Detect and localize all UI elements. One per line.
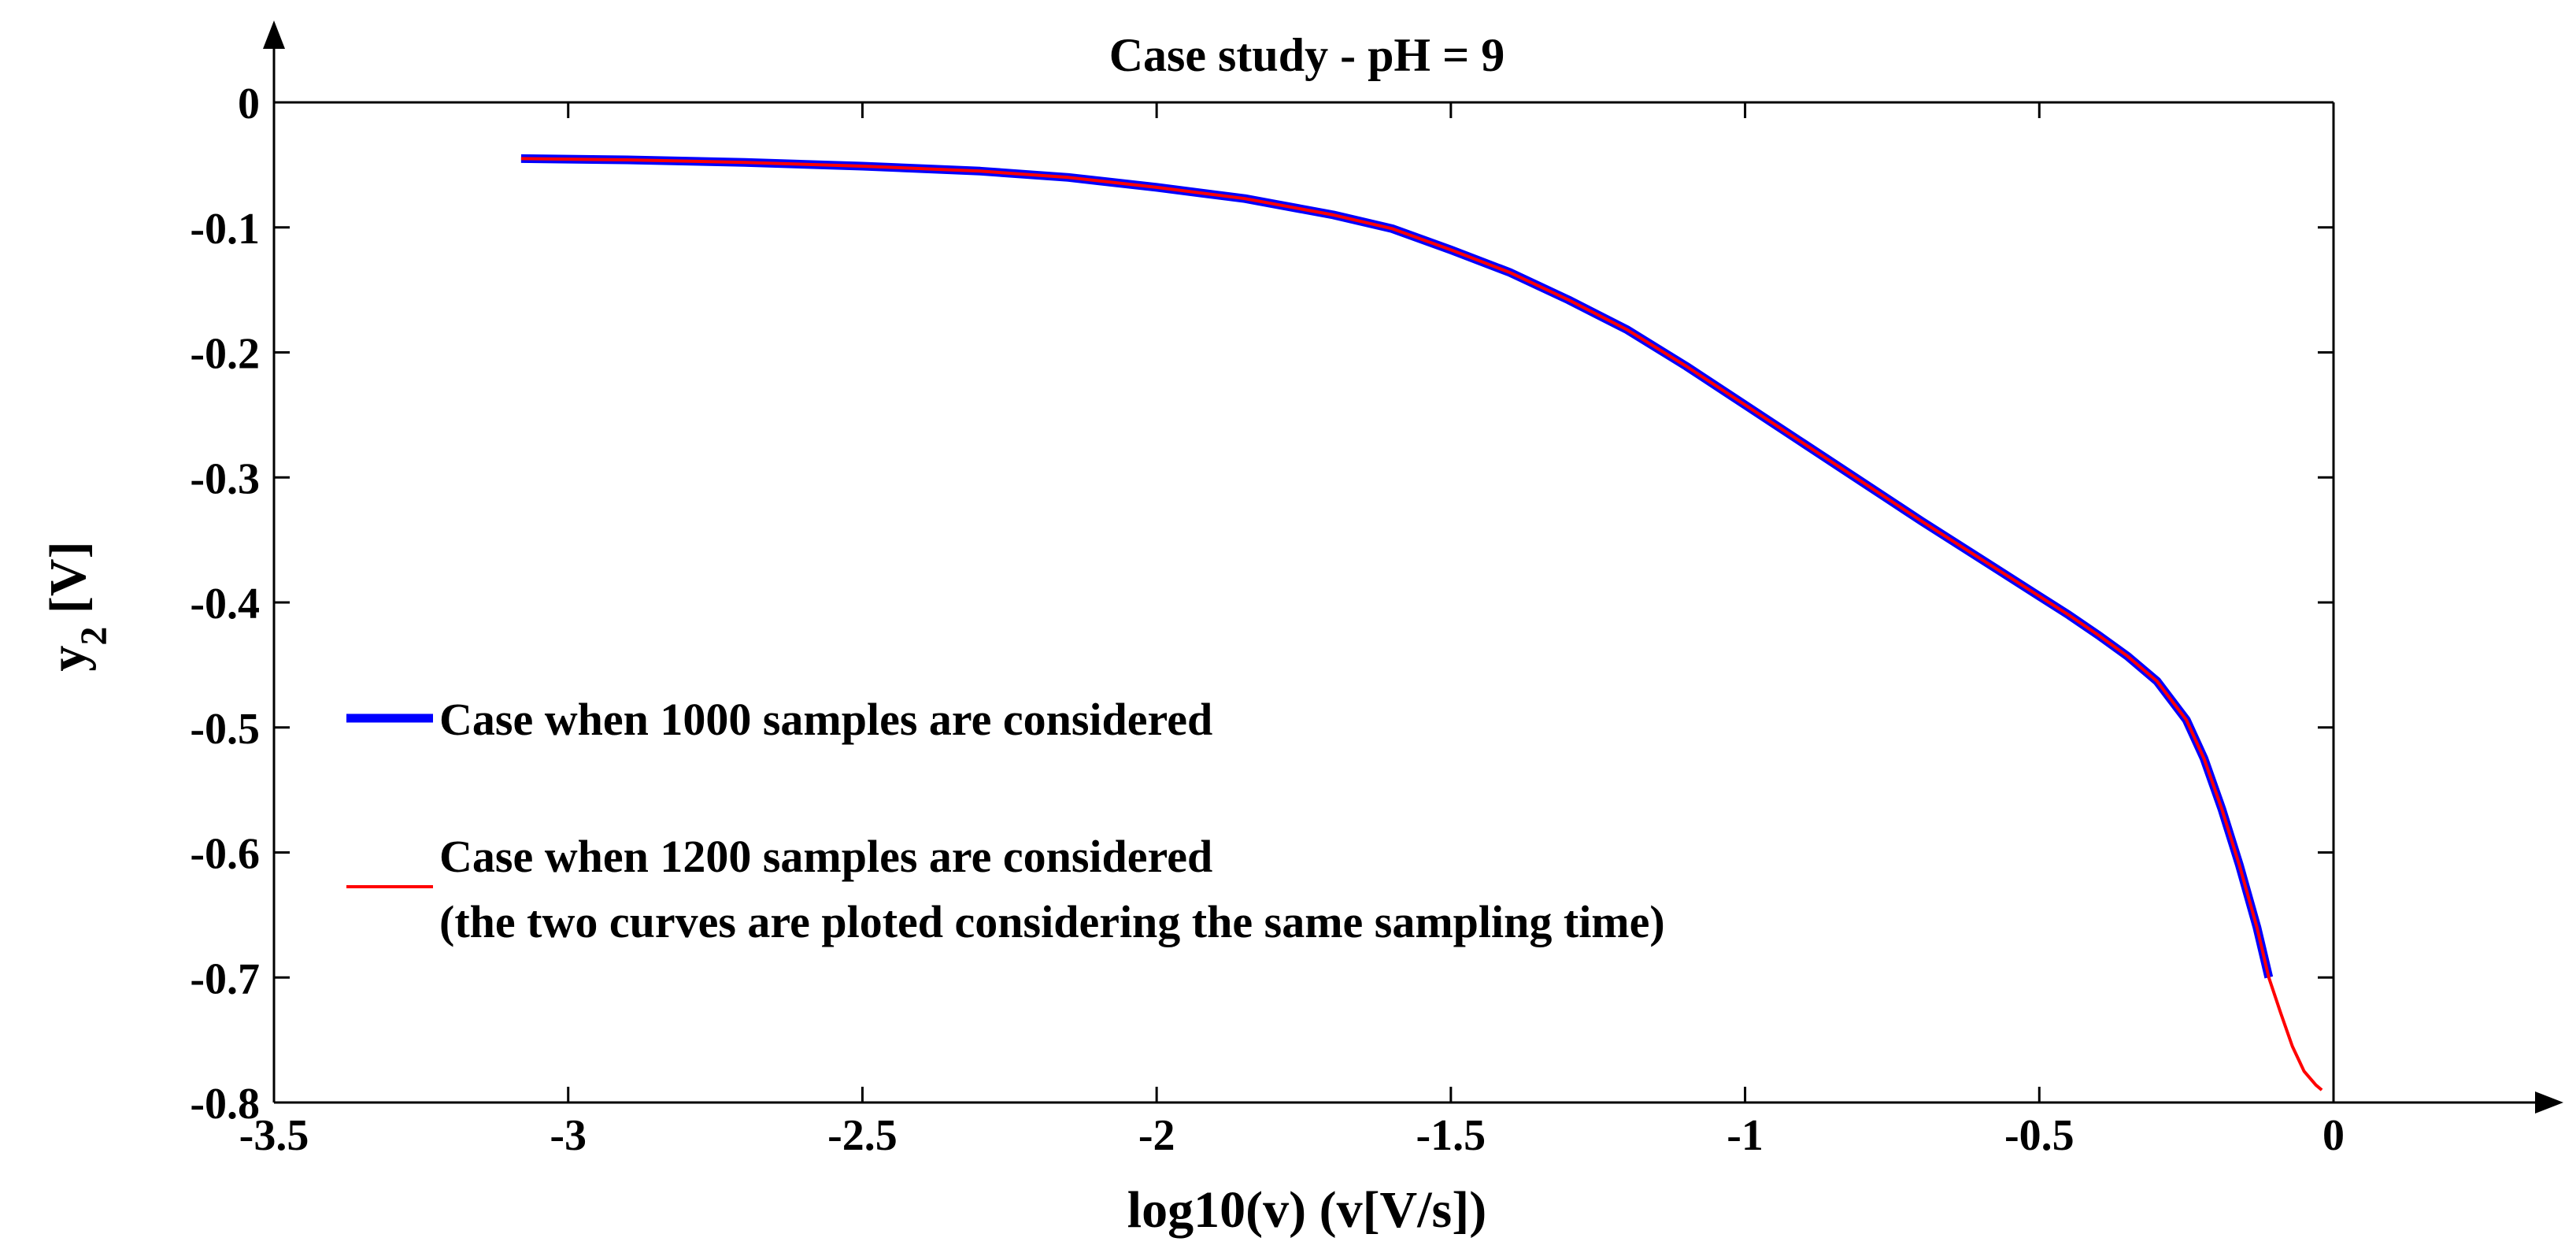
legend-label-1200-samples: Case when 1200 samples are considered <box>439 831 1212 882</box>
ticks-group: -3.5 -3 -2.5 -2 -1.5 -1 -0.5 0 0 -0.1 -0.2 -0.3 -0.4… <box>190 80 2345 1160</box>
x-tick-label: -3.5 <box>239 1111 309 1160</box>
y-tick-label: -0.4 <box>190 580 260 628</box>
y-tick-label: -0.7 <box>190 954 260 1003</box>
axes-group <box>263 20 2563 1114</box>
y-axis-label: y2 [V] <box>39 541 115 671</box>
x-tick-label: -1.5 <box>1416 1111 1486 1160</box>
x-tick-label: -2 <box>1138 1111 1175 1160</box>
y-tick-label: -0.2 <box>190 330 260 379</box>
x-tick-label: 0 <box>2322 1111 2345 1160</box>
y-axis-label-base: y <box>39 646 97 672</box>
y-tick-label: -0.5 <box>190 705 260 754</box>
y-tick-label: 0 <box>238 80 260 128</box>
y-tick-label: -0.6 <box>190 830 260 879</box>
legend-label-1000-samples: Case when 1000 samples are considered <box>439 694 1212 745</box>
x-axis-arrow <box>2535 1091 2563 1114</box>
x-tick-label: -2.5 <box>827 1111 898 1160</box>
series-group <box>520 154 2323 1091</box>
x-axis-label: log10(v) (v[V/s]) <box>1127 1181 1486 1239</box>
y-tick-label: -0.1 <box>190 205 260 254</box>
legend-annotation: (the two curves are ploted considering t… <box>439 896 1665 947</box>
x-tick-label: -3 <box>550 1111 587 1160</box>
y-axis-label-subscript: 2 <box>73 627 115 646</box>
x-tick-label: -0.5 <box>2004 1111 2074 1160</box>
y-tick-label: -0.8 <box>190 1080 260 1128</box>
series-line-1200-samples <box>520 157 2323 1091</box>
y-axis-arrow <box>263 20 285 49</box>
legend: Case when 1000 samples are considered Ca… <box>346 694 1665 947</box>
y-axis-label-unit: [V] <box>39 541 97 626</box>
x-tick-label: -1 <box>1727 1111 1764 1160</box>
y-tick-label: -0.3 <box>190 454 260 503</box>
chart-title: Case study - pH = 9 <box>1109 29 1505 81</box>
